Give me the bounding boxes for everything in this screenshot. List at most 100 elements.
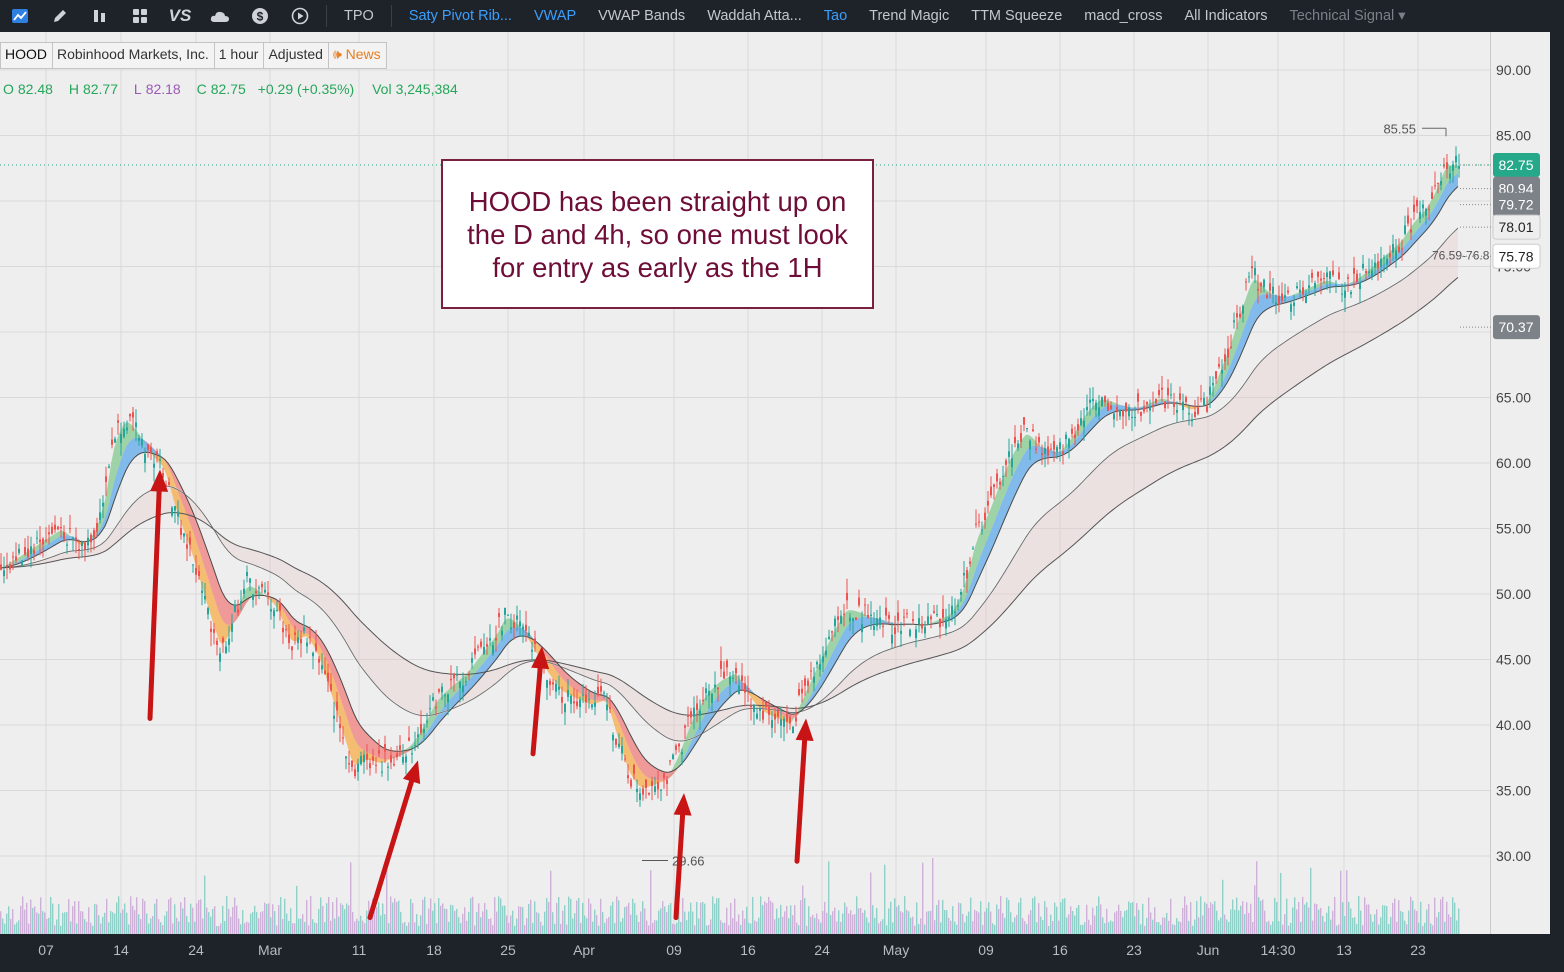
candle-body (1191, 419, 1193, 422)
volume-bar (346, 903, 348, 934)
ribbon-segment (1038, 445, 1041, 461)
candle-body (486, 644, 488, 647)
chart-icon[interactable] (0, 0, 40, 32)
volume-bar (780, 904, 782, 934)
indicator-item[interactable]: TTM Squeeze (971, 8, 1063, 24)
candle-body (1455, 155, 1457, 163)
candle-body (153, 463, 155, 468)
ribbon-segment (648, 762, 651, 779)
ribbon-segment (204, 541, 207, 575)
volume-bar (1190, 902, 1192, 934)
volume-bar (984, 911, 986, 934)
news-button[interactable]: 🕪 News (329, 43, 386, 68)
volume-bar (1318, 909, 1320, 934)
candle-body (1245, 281, 1247, 283)
volume-bar (630, 914, 632, 934)
grid-icon[interactable] (120, 0, 160, 32)
volume-bar (1234, 909, 1236, 934)
candle-body (438, 689, 440, 692)
ribbon-segment (984, 540, 987, 567)
indicator-item[interactable]: Trend Magic (869, 8, 950, 24)
candles (0, 146, 1460, 807)
ticker-symbol[interactable]: HOOD (1, 43, 53, 68)
timeframe-selector[interactable]: 1 hour (215, 43, 265, 68)
volume-bar (668, 904, 670, 934)
candle-body (213, 629, 215, 633)
ribbon-segment (579, 683, 582, 695)
low-value: 82.18 (145, 81, 181, 97)
dollar-icon[interactable]: $ (240, 0, 280, 32)
volume-bar (1220, 917, 1222, 934)
indicator-item[interactable]: VWAP (533, 8, 577, 24)
volume-bar (1232, 899, 1234, 934)
candle-body (783, 718, 785, 727)
candle-body (1290, 304, 1292, 312)
indicator-item[interactable]: All Indicators (1184, 8, 1268, 24)
candle-body (1347, 277, 1349, 279)
volume-bar (1402, 912, 1404, 934)
candle-body (1047, 446, 1049, 456)
indicator-item[interactable]: macd_cross (1084, 8, 1163, 24)
volume-bar (388, 923, 390, 934)
candle-body (390, 755, 392, 763)
volume-bar (342, 904, 344, 934)
volume-bar (1412, 900, 1414, 934)
volume-bar (520, 906, 522, 934)
volume-bar (286, 913, 288, 934)
volume-bar (1042, 920, 1044, 934)
date-tick-label: May (883, 942, 909, 958)
volume-bar (430, 898, 432, 934)
date-axis[interactable] (0, 934, 1550, 972)
annotation-note[interactable]: HOOD has been straight up on the D and 4… (441, 159, 874, 309)
ribbon-segment (855, 618, 858, 634)
price-tick-label: 60.00 (1496, 455, 1531, 471)
volume-bar (1316, 904, 1318, 934)
indicator-item[interactable]: VWAP Bands (598, 8, 686, 24)
candle-body (552, 682, 554, 685)
candle-body (705, 688, 707, 694)
ribbon-segment (642, 755, 645, 776)
ribbon-segment (1131, 407, 1134, 411)
candle-body (1206, 406, 1208, 412)
play-circle-icon[interactable] (280, 0, 320, 32)
volume-bar (50, 896, 52, 934)
pencil-icon[interactable] (40, 0, 80, 32)
candle-body (384, 744, 386, 752)
vs-icon[interactable]: VS (168, 6, 192, 25)
volume-bar (1296, 909, 1298, 934)
volume-bar (390, 896, 392, 934)
candle-body (339, 723, 341, 729)
volume-bar (996, 904, 998, 934)
ribbon-segment (702, 714, 705, 734)
candle-body (186, 544, 188, 549)
ribbon-segment (1005, 487, 1008, 519)
ribbon-segment (498, 639, 501, 657)
candle-body (1011, 458, 1013, 468)
volume-bar (794, 905, 796, 934)
candle-body (1353, 267, 1355, 274)
candle-body (1041, 453, 1043, 456)
volume-bar (1216, 910, 1218, 934)
candle-body (879, 617, 881, 626)
volume-bar (186, 915, 188, 934)
cloud-icon[interactable] (200, 0, 240, 32)
volume-bar (900, 911, 902, 934)
ribbon-segment (804, 702, 807, 709)
indicator-item[interactable]: Tao (823, 8, 848, 24)
volume-bar (1356, 924, 1358, 934)
volume-bar (766, 902, 768, 934)
ribbon-segment (333, 677, 336, 709)
indicator-item[interactable]: Waddah Atta... (707, 8, 802, 24)
technical-signal-dropdown[interactable]: Technical Signal ▾ (1289, 8, 1406, 24)
adjustment-selector[interactable]: Adjusted (264, 43, 329, 68)
bars-icon[interactable] (80, 0, 120, 32)
candle-body (966, 570, 968, 579)
candle-body (24, 547, 26, 555)
volume-bar (1170, 898, 1172, 934)
ribbon-segment (114, 439, 117, 483)
candle-body (1338, 272, 1340, 279)
ribbon-segment (1215, 377, 1218, 396)
indicator-item[interactable]: TPO (344, 8, 374, 24)
indicator-item[interactable]: Saty Pivot Rib... (408, 8, 512, 24)
candle-body (273, 610, 275, 617)
